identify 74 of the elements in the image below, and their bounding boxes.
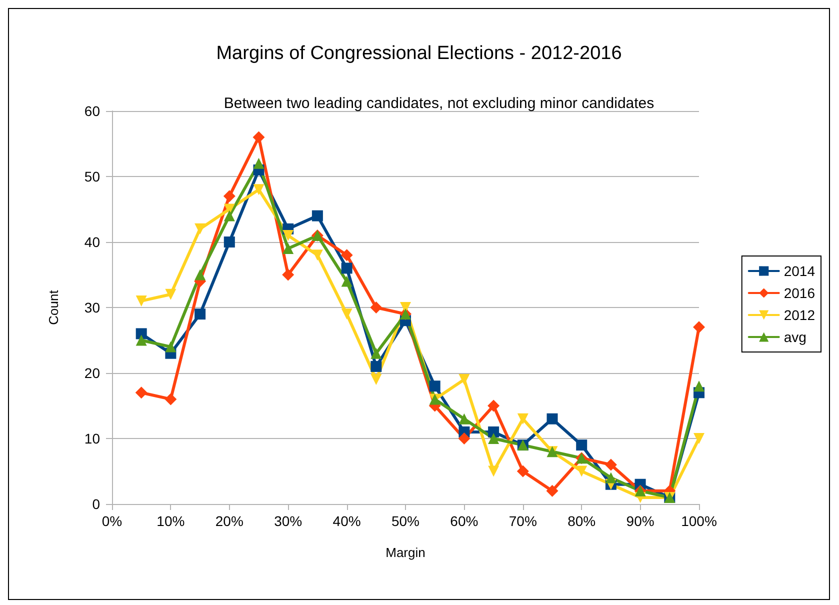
chart-subtitle: Between two leading candidates, not excluding minor candidates xyxy=(224,95,654,112)
point xyxy=(164,393,177,406)
point xyxy=(370,302,382,314)
point xyxy=(488,426,500,438)
x-tick-label: 80% xyxy=(568,513,596,529)
point xyxy=(194,223,206,234)
x-tick-label: 0% xyxy=(102,513,122,529)
legend-label: avg xyxy=(784,329,806,345)
x-tick-label: 20% xyxy=(215,513,244,529)
x-tick-label: 40% xyxy=(332,513,361,529)
point xyxy=(282,268,294,281)
point xyxy=(252,131,265,144)
point xyxy=(517,413,528,424)
point xyxy=(605,472,616,484)
point xyxy=(253,158,264,169)
point xyxy=(694,433,704,444)
x-tick-label: 30% xyxy=(274,513,302,529)
point xyxy=(458,432,470,444)
point xyxy=(224,210,235,222)
point xyxy=(194,269,206,280)
point xyxy=(312,210,323,222)
y-tick-label: 30 xyxy=(84,300,100,316)
point xyxy=(224,236,235,248)
point xyxy=(604,458,617,471)
point xyxy=(488,400,500,412)
point xyxy=(546,484,558,497)
point xyxy=(136,334,147,346)
point xyxy=(341,308,352,320)
y-tick-label: 10 xyxy=(84,430,100,446)
point xyxy=(253,184,264,196)
y-tick-label: 50 xyxy=(84,168,100,184)
point xyxy=(546,413,558,424)
x-tick-label: 10% xyxy=(156,513,185,529)
point xyxy=(694,380,704,392)
point xyxy=(488,466,500,477)
point xyxy=(194,308,206,320)
point xyxy=(458,413,470,424)
point xyxy=(223,190,236,202)
point xyxy=(341,262,352,274)
point xyxy=(282,243,294,254)
x-axis-title: Margin xyxy=(386,545,426,560)
y-tick-label: 60 xyxy=(84,103,100,119)
legend-label: 2012 xyxy=(784,307,816,323)
point xyxy=(516,465,529,478)
point xyxy=(370,360,382,372)
y-tick-label: 20 xyxy=(84,365,100,381)
chart-title: Margins of Congressional Elections - 2012-2016 xyxy=(216,43,622,64)
legend-label: 2014 xyxy=(784,263,816,279)
point xyxy=(458,374,470,386)
point xyxy=(576,466,588,477)
point xyxy=(282,230,294,241)
point xyxy=(312,250,323,261)
legend-label: 2016 xyxy=(784,285,816,301)
point xyxy=(370,374,382,386)
y-axis-title: Count xyxy=(46,290,61,325)
point xyxy=(370,348,382,359)
point xyxy=(165,341,176,352)
y-tick-label: 40 xyxy=(84,234,100,250)
point xyxy=(693,321,705,334)
point xyxy=(488,433,500,444)
x-tick-label: 70% xyxy=(508,513,537,529)
x-tick-label: 100% xyxy=(681,513,717,529)
point xyxy=(135,386,148,399)
point xyxy=(576,440,588,451)
x-tick-label: 60% xyxy=(450,513,478,529)
point xyxy=(136,295,147,306)
x-tick-label: 50% xyxy=(391,513,420,529)
x-tick-label: 90% xyxy=(626,513,654,529)
point xyxy=(341,276,352,287)
point xyxy=(165,288,176,300)
point xyxy=(429,380,440,392)
y-tick-label: 0 xyxy=(92,496,100,512)
point xyxy=(340,249,353,262)
point xyxy=(136,328,147,340)
